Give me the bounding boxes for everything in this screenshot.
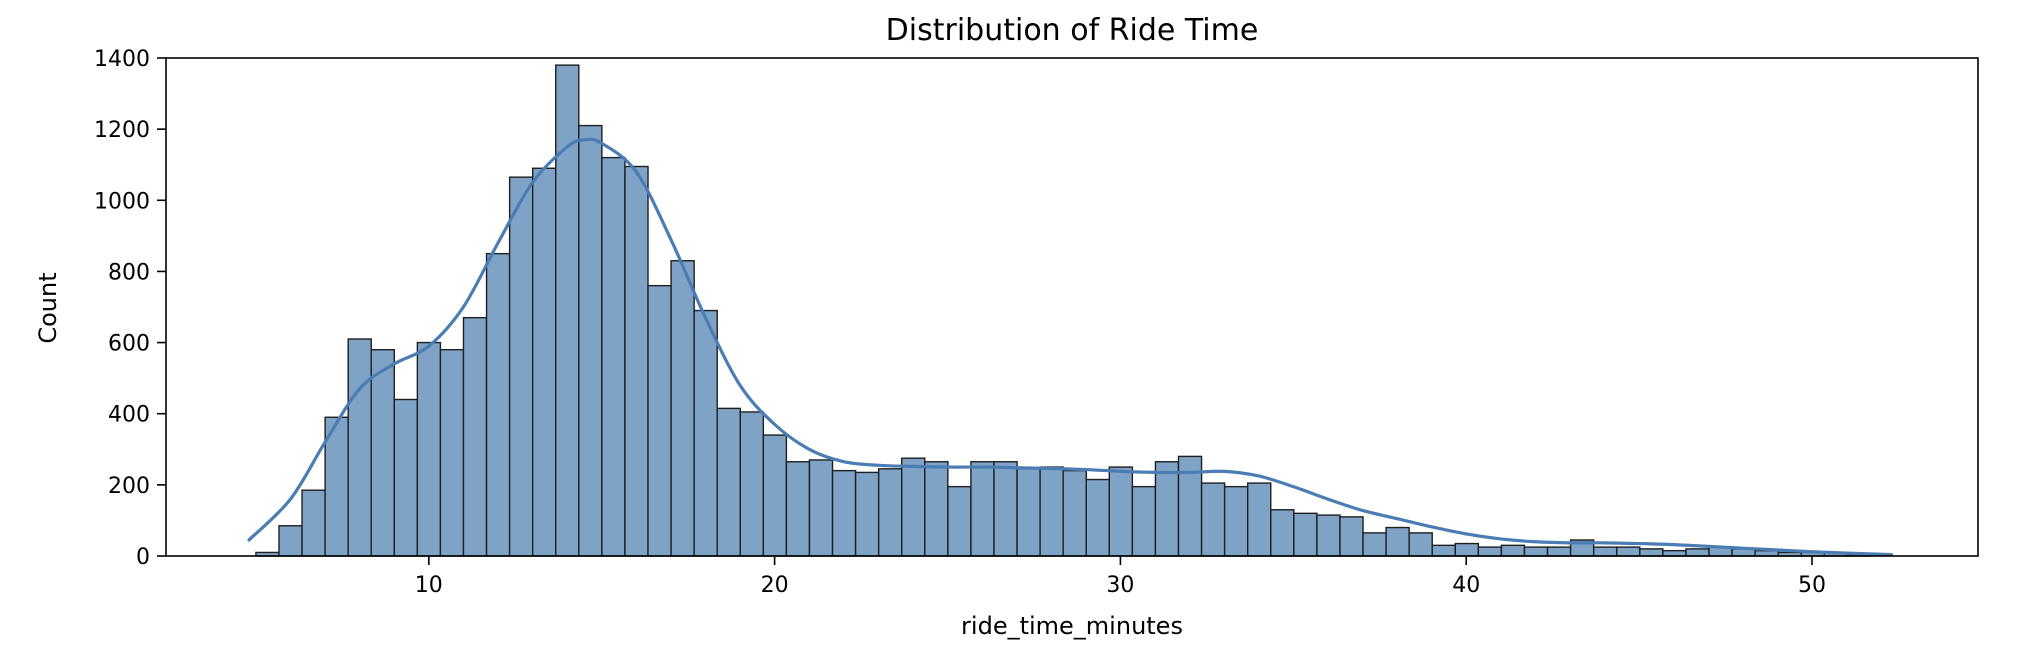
y-axis-label: Count bbox=[34, 272, 62, 343]
histogram-bar bbox=[762, 434, 788, 557]
histogram-bar bbox=[647, 284, 672, 557]
y-tick-label: 800 bbox=[108, 260, 150, 285]
histogram-bar bbox=[831, 469, 857, 557]
x-tick-label: 20 bbox=[761, 573, 789, 598]
histogram-bar bbox=[1431, 544, 1456, 557]
histogram-bar bbox=[808, 459, 834, 557]
histogram-bar bbox=[1200, 482, 1226, 557]
histogram-bar bbox=[1316, 514, 1341, 557]
x-axis-label: ride_time_minutes bbox=[961, 612, 1183, 640]
histogram-bar bbox=[854, 471, 880, 557]
histogram-bar bbox=[1085, 478, 1111, 557]
histogram-bar bbox=[947, 485, 972, 557]
y-tick-label: 1200 bbox=[94, 118, 150, 143]
histogram-bar bbox=[1523, 546, 1549, 557]
chart-title: Distribution of Ride Time bbox=[886, 13, 1259, 48]
histogram-bar bbox=[278, 525, 303, 557]
x-tick-label: 30 bbox=[1106, 573, 1134, 598]
histogram-bar bbox=[693, 309, 718, 557]
histogram-bar bbox=[970, 461, 995, 557]
histogram-bar bbox=[901, 457, 926, 557]
histogram-bar bbox=[601, 156, 626, 557]
histogram-bar bbox=[877, 468, 903, 557]
histogram-bar bbox=[1039, 466, 1064, 557]
histogram-bar bbox=[1662, 549, 1687, 557]
histogram-bar bbox=[555, 64, 580, 557]
histogram-bar bbox=[370, 348, 395, 557]
histogram-bar bbox=[924, 461, 949, 557]
histogram-bar bbox=[1639, 548, 1664, 557]
histogram-bar bbox=[1247, 482, 1272, 557]
histogram-bar bbox=[716, 407, 741, 557]
histogram-bar bbox=[1339, 516, 1364, 557]
histogram-bar bbox=[439, 348, 465, 557]
histogram-bar bbox=[785, 461, 811, 557]
histogram-bar bbox=[1062, 469, 1087, 557]
histogram-bar bbox=[1546, 546, 1572, 557]
y-tick-label: 0 bbox=[136, 545, 150, 570]
y-axis-ticks: 0 200 400 600 800 1000 1200 1400 bbox=[94, 47, 166, 570]
histogram-bar bbox=[1016, 468, 1041, 557]
y-tick-label: 600 bbox=[108, 332, 150, 357]
histogram-bar bbox=[1223, 485, 1249, 557]
histogram-bar bbox=[670, 260, 695, 557]
histogram-bar bbox=[301, 489, 326, 557]
histogram-bar bbox=[1500, 544, 1526, 557]
histogram-bar bbox=[531, 167, 557, 557]
histogram-bar bbox=[1270, 509, 1295, 557]
histogram-bar bbox=[1477, 546, 1503, 557]
histogram-bar bbox=[1362, 532, 1387, 557]
y-tick-label: 1400 bbox=[94, 47, 150, 72]
histogram-bar bbox=[578, 124, 603, 557]
x-axis-ticks: 10 20 30 40 50 bbox=[415, 556, 1826, 598]
x-tick-label: 10 bbox=[415, 573, 443, 598]
histogram-bar bbox=[1131, 485, 1157, 557]
histogram-bar bbox=[1454, 542, 1480, 557]
histogram-bar bbox=[1754, 549, 1779, 557]
kde-curve bbox=[247, 137, 1894, 557]
histogram-bar bbox=[393, 398, 419, 557]
y-tick-label: 200 bbox=[108, 474, 150, 499]
histogram-bar bbox=[1154, 461, 1180, 557]
histogram-bar bbox=[1408, 532, 1433, 557]
y-tick-label: 1000 bbox=[94, 189, 150, 214]
x-tick-label: 40 bbox=[1452, 573, 1480, 598]
histogram-bar bbox=[485, 252, 511, 557]
y-tick-label: 400 bbox=[108, 403, 150, 428]
histogram-bar bbox=[739, 411, 765, 557]
histogram-bars bbox=[255, 64, 1872, 557]
histogram-bar bbox=[624, 165, 649, 557]
histogram-bar bbox=[1385, 526, 1410, 557]
x-tick-label: 50 bbox=[1798, 573, 1826, 598]
histogram-bar bbox=[1293, 512, 1318, 557]
histogram-bar bbox=[1616, 546, 1641, 557]
histogram-bar bbox=[1685, 548, 1710, 557]
histogram-bar bbox=[416, 341, 442, 557]
histogram-bar bbox=[462, 316, 488, 557]
histogram-bar bbox=[1592, 546, 1618, 557]
histogram-bar bbox=[1108, 466, 1134, 557]
histogram-bar bbox=[347, 338, 372, 557]
histogram-bar bbox=[993, 461, 1018, 557]
plot-frame bbox=[165, 57, 1979, 557]
histogram-bar bbox=[508, 176, 534, 557]
